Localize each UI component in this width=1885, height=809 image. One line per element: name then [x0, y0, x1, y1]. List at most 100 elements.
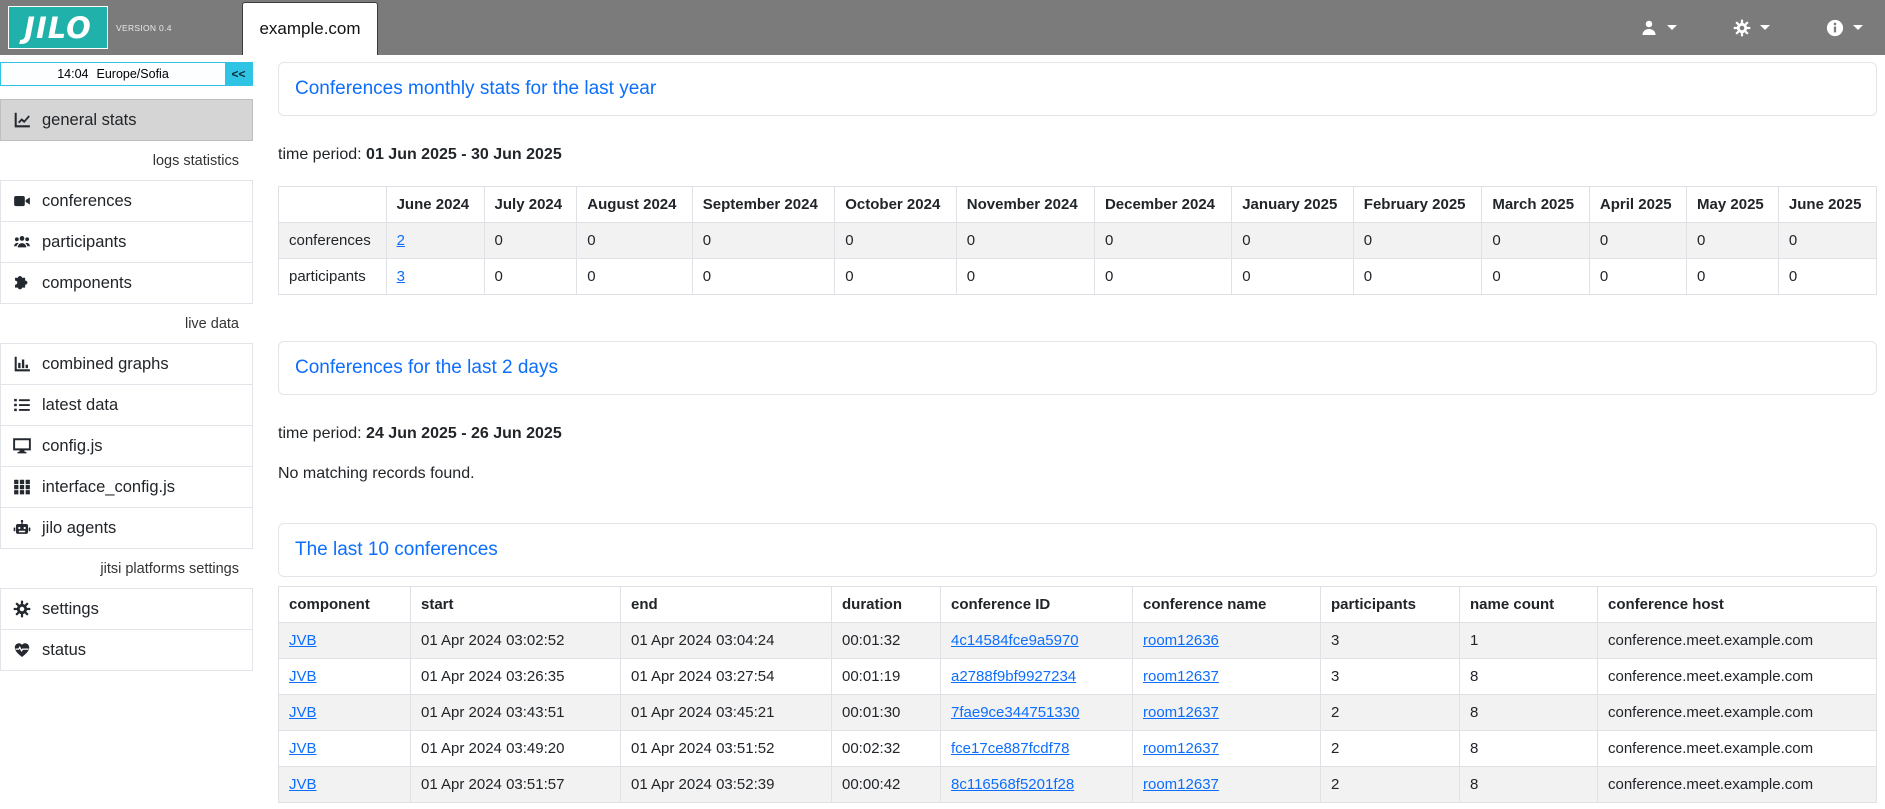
conference-name: room12637	[1132, 766, 1321, 803]
conference-name-link[interactable]: room12637	[1143, 776, 1219, 793]
participants-count: 2	[1320, 730, 1460, 767]
conference-id-link[interactable]: a2788f9bf9927234	[951, 668, 1077, 685]
sidebar-item-general-stats[interactable]: general stats	[0, 99, 253, 141]
participants-count: 3	[1320, 622, 1460, 659]
conference-name: room12636	[1132, 622, 1321, 659]
app-logo-text: JILO	[24, 10, 92, 45]
monthly-value: 2	[385, 222, 485, 259]
conference-name-link[interactable]: room12636	[1143, 632, 1219, 649]
sidebar-item-label: status	[42, 640, 87, 659]
monthly-value: 0	[1777, 222, 1878, 259]
name-count: 8	[1459, 766, 1598, 803]
monthly-value: 0	[483, 222, 578, 259]
name-count: 8	[1459, 730, 1598, 767]
start-time: 01 Apr 2024 03:02:52	[410, 622, 621, 659]
sidebar-item-latest-data[interactable]: latest data	[0, 384, 253, 426]
monthly-value: 0	[691, 222, 836, 259]
section-heading-monthly-stats-link[interactable]: Conferences monthly stats for the last y…	[295, 78, 657, 99]
start-time: 01 Apr 2024 03:26:35	[410, 658, 621, 695]
conference-host: conference.meet.example.com	[1597, 766, 1877, 803]
conference-host: conference.meet.example.com	[1597, 658, 1877, 695]
settings-menu[interactable]	[1733, 19, 1770, 37]
monthly-value: 0	[1231, 258, 1354, 295]
conference-id-link[interactable]: 4c14584fce9a5970	[951, 632, 1079, 649]
column-header: November 2024	[955, 186, 1095, 223]
section-heading-last-10-conferences-link[interactable]: The last 10 conferences	[295, 539, 498, 560]
section-heading-last-2-days-link[interactable]: Conferences for the last 2 days	[295, 357, 558, 378]
sidebar-item-participants[interactable]: participants	[0, 221, 253, 263]
display-icon	[13, 437, 31, 455]
start-time: 01 Apr 2024 03:49:20	[410, 730, 621, 767]
monthly-value: 0	[1352, 222, 1483, 259]
component-link[interactable]: JVB	[289, 704, 317, 721]
monthly-value: 0	[576, 258, 693, 295]
name-count: 8	[1459, 694, 1598, 731]
end-time: 01 Apr 2024 03:04:24	[620, 622, 832, 659]
conference-id-link[interactable]: 8c116568f5201f28	[951, 776, 1075, 793]
conference-name-link[interactable]: room12637	[1143, 668, 1219, 685]
section-heading-last-10-conferences[interactable]: The last 10 conferences	[278, 523, 1877, 577]
sidebar-item-conferences[interactable]: conferences	[0, 180, 253, 222]
column-header: conference host	[1597, 586, 1877, 623]
component-link[interactable]: JVB	[289, 668, 317, 685]
list-icon	[13, 396, 31, 414]
sidebar-item-label: participants	[42, 232, 127, 251]
grid-icon	[13, 478, 31, 496]
chevron-down-icon	[1667, 25, 1677, 30]
section-heading-monthly-stats[interactable]: Conferences monthly stats for the last y…	[278, 62, 1877, 116]
column-header: September 2024	[691, 186, 836, 223]
sidebar-item-label: components	[42, 273, 132, 292]
conference-id-link[interactable]: fce17ce887fcdf78	[951, 740, 1070, 757]
component-link[interactable]: JVB	[289, 632, 317, 649]
sidebar-section-label-logs-statistics: logs statistics	[152, 153, 239, 169]
column-header: July 2024	[483, 186, 578, 223]
app-logo[interactable]: JILO	[8, 6, 108, 49]
sidebar-item-jilo-agents[interactable]: jilo agents	[0, 507, 253, 549]
sidebar-item-components[interactable]: components	[0, 262, 253, 304]
conference-host: conference.meet.example.com	[1597, 622, 1877, 659]
monthly-value-link[interactable]: 3	[396, 268, 405, 285]
sidebar-item-combined-graphs[interactable]: combined graphs	[0, 343, 253, 385]
info-menu[interactable]	[1826, 19, 1863, 37]
sidebar-item-label: latest data	[42, 395, 119, 414]
sidebar-collapse-button[interactable]: <<	[225, 63, 252, 85]
table-row: conferences 2 0 0 0 0 0 0 0 0 0 0 0 0	[278, 222, 1878, 259]
conference-id-link[interactable]: 7fae9ce344751330	[951, 704, 1080, 721]
conference-id: 7fae9ce344751330	[940, 694, 1133, 731]
table-row: JVB 01 Apr 2024 03:49:20 01 Apr 2024 03:51…	[278, 730, 1877, 767]
monthly-value: 0	[576, 222, 693, 259]
conference-name-link[interactable]: room12637	[1143, 740, 1219, 757]
name-count: 1	[1459, 622, 1598, 659]
monthly-value-link[interactable]: 2	[396, 232, 405, 249]
table-row: JVB 01 Apr 2024 03:43:51 01 Apr 2024 03:45…	[278, 694, 1877, 731]
sidebar-item-config-js[interactable]: config.js	[0, 425, 253, 467]
top-bar-menus	[1640, 19, 1863, 37]
clock-text: 14:04 Europe/Sofia	[1, 67, 225, 81]
user-menu[interactable]	[1640, 19, 1677, 37]
duration: 00:01:19	[831, 658, 941, 695]
monthly-value: 0	[1686, 258, 1779, 295]
main-content: Conferences monthly stats for the last y…	[253, 55, 1885, 803]
row-label: conferences	[278, 222, 387, 259]
component: JVB	[278, 658, 411, 695]
last-10-conferences-table: component start end duration conference ID co…	[278, 586, 1877, 803]
conference-name-link[interactable]: room12637	[1143, 704, 1219, 721]
monthly-value: 0	[1777, 258, 1878, 295]
column-header	[278, 186, 387, 223]
conference-name: room12637	[1132, 694, 1321, 731]
monthly-stats-table: June 2024 July 2024 August 2024 September 2…	[278, 186, 1878, 295]
info-icon	[1826, 19, 1844, 37]
component-link[interactable]: JVB	[289, 776, 317, 793]
column-header: March 2025	[1481, 186, 1590, 223]
duration: 00:02:32	[831, 730, 941, 767]
sidebar-item-settings[interactable]: settings	[0, 588, 253, 630]
component-link[interactable]: JVB	[289, 740, 317, 757]
sidebar-item-status[interactable]: status	[0, 629, 253, 671]
puzzle-icon	[13, 274, 31, 292]
column-header: May 2025	[1686, 186, 1779, 223]
tab-example-com[interactable]: example.com	[242, 2, 378, 55]
end-time: 01 Apr 2024 03:51:52	[620, 730, 832, 767]
time-period-last-2-days: time period: 24 Jun 2025 - 26 Jun 2025	[278, 425, 562, 442]
section-heading-last-2-days[interactable]: Conferences for the last 2 days	[278, 341, 1877, 395]
sidebar-item-interface-config-js[interactable]: interface_config.js	[0, 466, 253, 508]
